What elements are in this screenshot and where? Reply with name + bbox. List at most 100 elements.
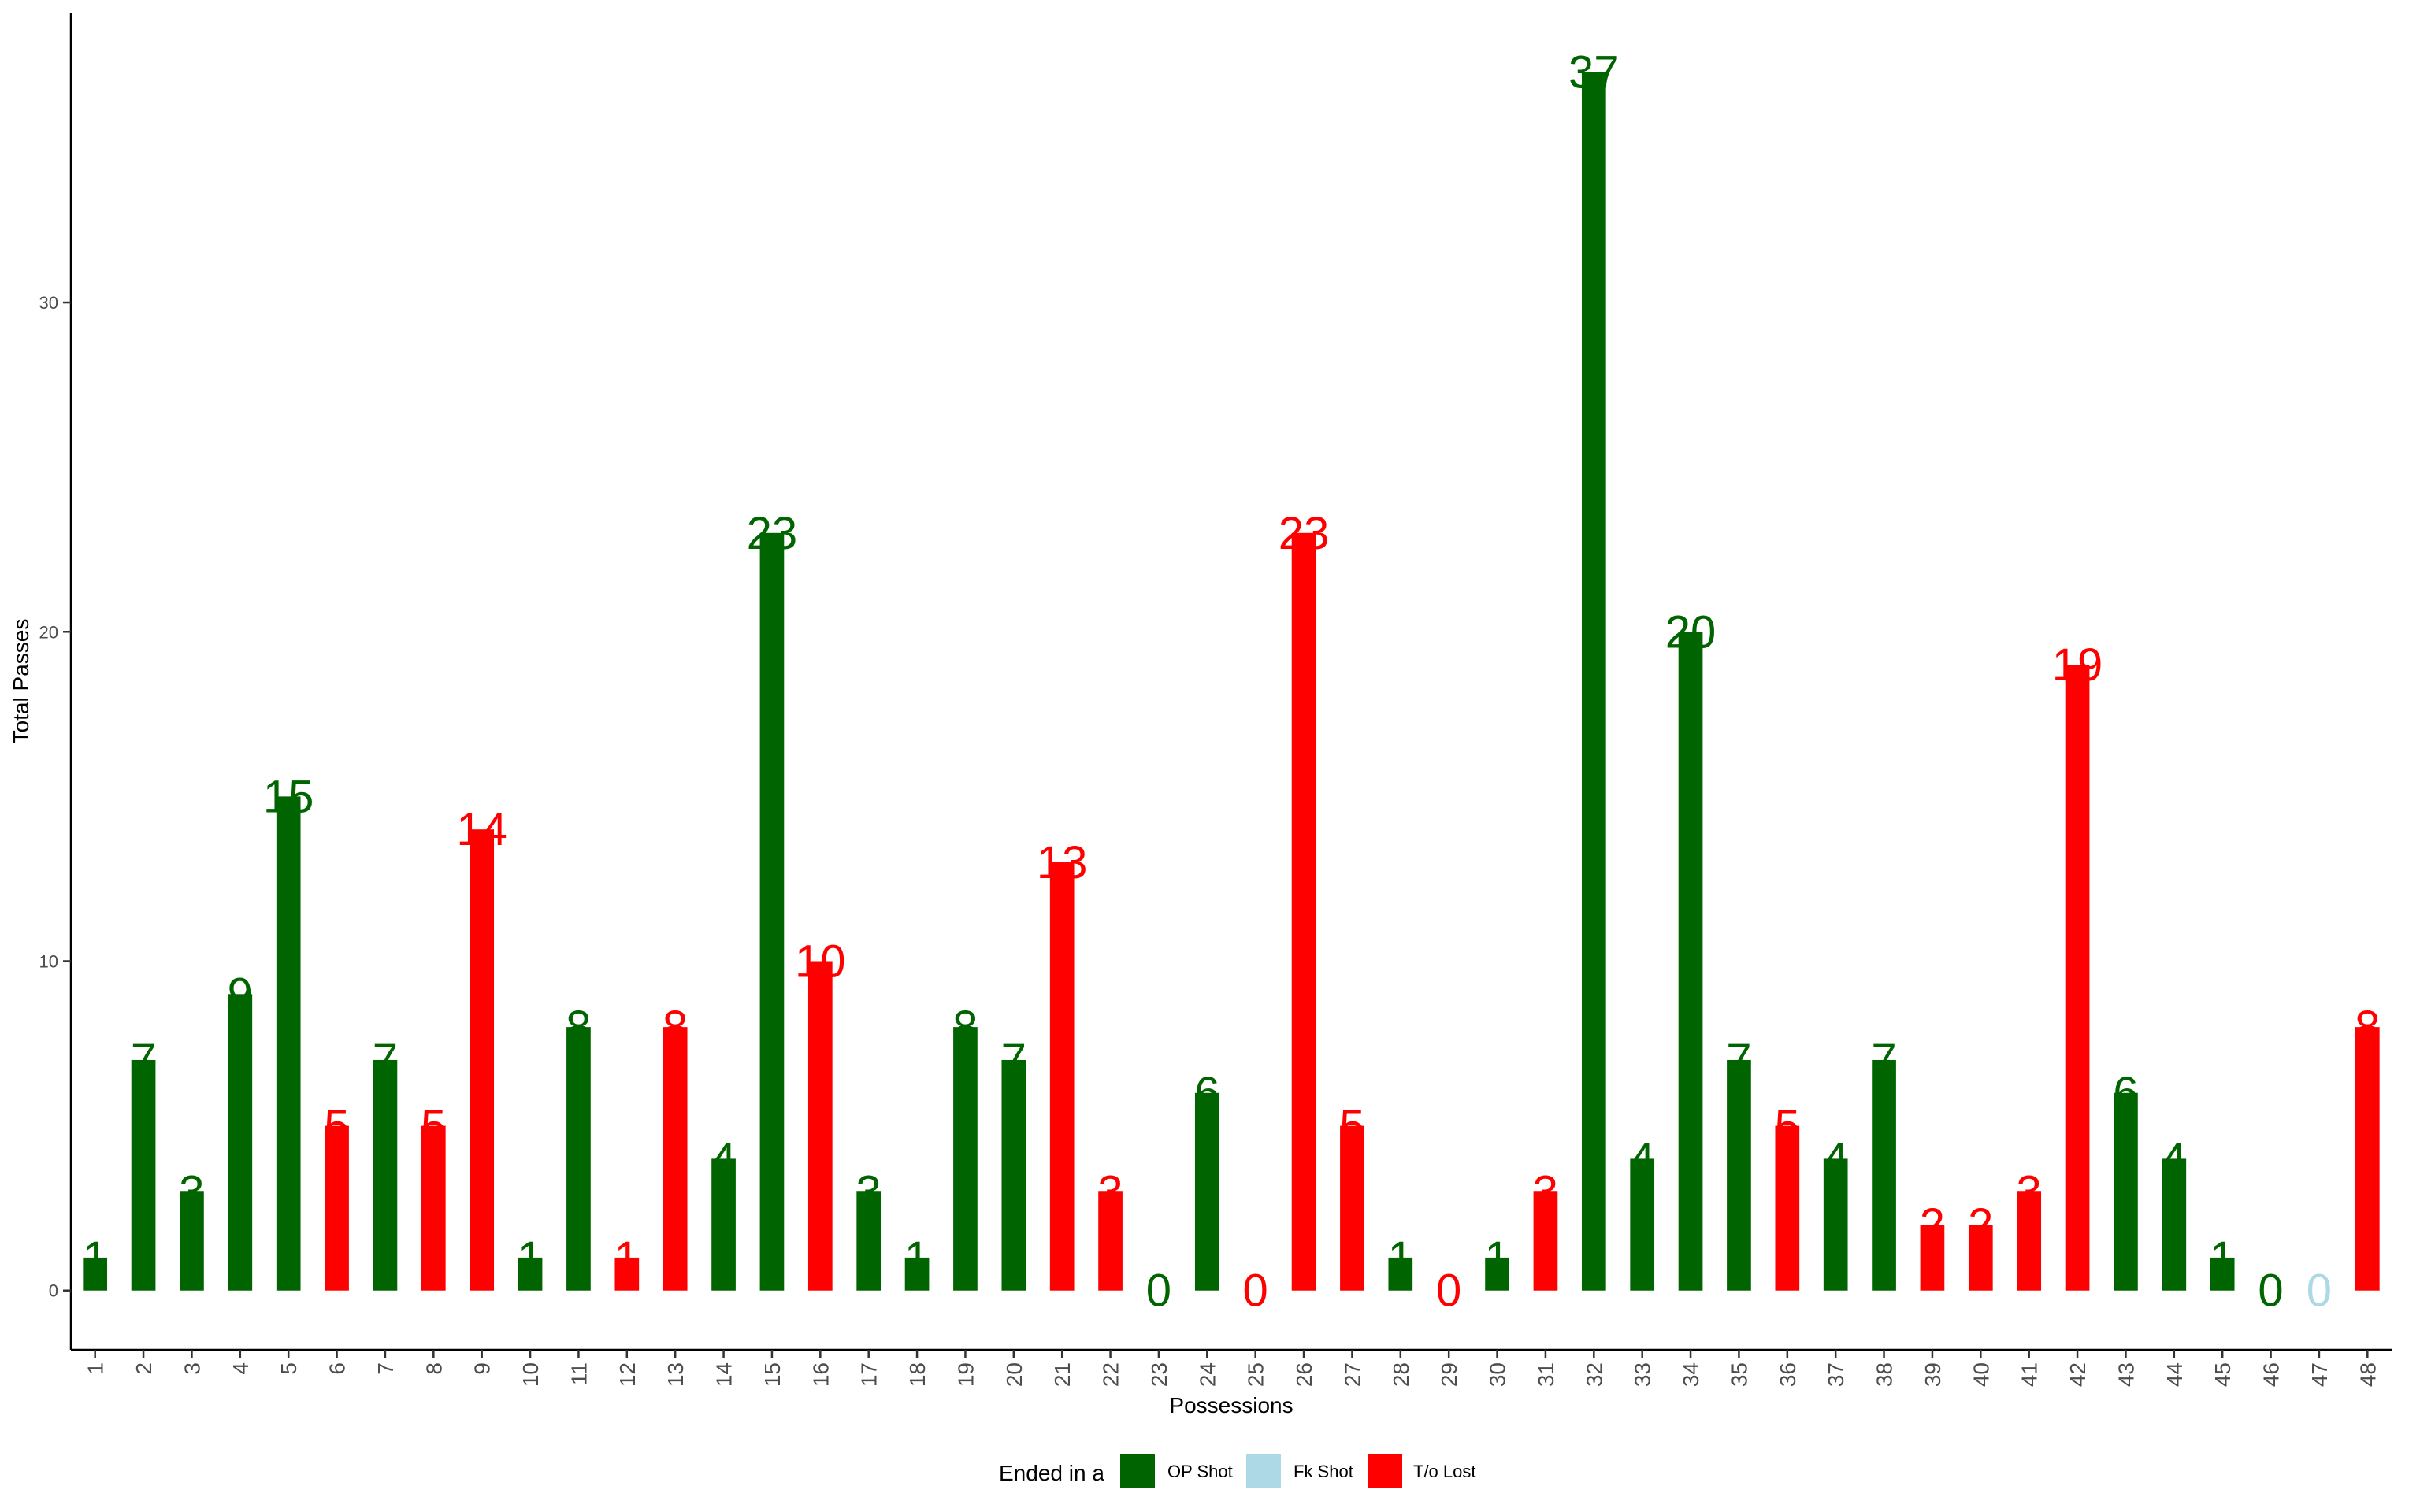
legend-label-op: OP Shot <box>1167 1462 1233 1481</box>
x-tick-label: 15 <box>760 1362 785 1387</box>
bar <box>614 1257 640 1291</box>
data-label: 5 <box>421 1101 446 1152</box>
bar <box>2114 1092 2138 1291</box>
data-label: 0 <box>2258 1266 2283 1317</box>
bar <box>470 829 495 1291</box>
bar <box>1727 1059 1751 1291</box>
bar <box>1678 632 1703 1291</box>
data-label: 19 <box>2052 639 2103 691</box>
data-label: 37 <box>1568 46 1620 98</box>
x-tick-label: 47 <box>2307 1362 2332 1387</box>
x-tick-label: 45 <box>2210 1362 2235 1387</box>
data-label: 6 <box>1194 1068 1219 1119</box>
x-tick-label: 6 <box>325 1362 350 1375</box>
x-tick-label: 2 <box>132 1362 156 1375</box>
x-tick-label: 28 <box>1389 1362 1413 1387</box>
axes-layer <box>69 13 2392 1351</box>
data-label: 15 <box>263 771 314 822</box>
x-tick-label: 26 <box>1292 1362 1316 1387</box>
bar <box>1920 1225 1945 1291</box>
bar <box>2065 665 2090 1291</box>
bars-layer <box>83 72 2380 1291</box>
data-label: 0 <box>1436 1266 1461 1317</box>
x-tick-label: 41 <box>2017 1362 2042 1387</box>
data-label: 13 <box>1037 837 1088 888</box>
data-label: 7 <box>1871 1035 1896 1086</box>
data-label: 2 <box>1920 1199 1945 1251</box>
x-tick-label: 29 <box>1437 1362 1461 1387</box>
data-label: 5 <box>1775 1101 1800 1152</box>
bar <box>1001 1059 1026 1291</box>
x-tick-label: 22 <box>1099 1362 1123 1387</box>
bar <box>180 1191 204 1291</box>
x-tick-label: 11 <box>566 1362 591 1385</box>
bar <box>325 1125 349 1291</box>
data-labels-layer: 1739155751418184231031871330602351013374… <box>83 46 2381 1316</box>
bar <box>228 994 253 1291</box>
x-tick-label: 10 <box>518 1362 543 1387</box>
bar <box>1194 1092 1219 1291</box>
x-tick-label: 37 <box>1824 1362 1848 1387</box>
bar <box>131 1059 156 1291</box>
bar <box>711 1158 736 1291</box>
data-label: 8 <box>952 1002 978 1053</box>
bar <box>2162 1158 2187 1291</box>
x-tick-label: 5 <box>277 1362 301 1375</box>
y-tick-label: 10 <box>39 951 58 971</box>
data-label: 9 <box>228 969 253 1020</box>
data-label: 5 <box>324 1101 349 1152</box>
x-tick-label: 18 <box>905 1362 930 1387</box>
data-label: 20 <box>1665 606 1717 658</box>
x-tick-label: 46 <box>2259 1362 2284 1387</box>
y-tick-label: 0 <box>49 1281 58 1301</box>
bar <box>373 1059 398 1291</box>
data-label: 6 <box>2113 1068 2138 1119</box>
y-axis-title: Total Passes <box>9 619 33 744</box>
x-tick-label: 7 <box>373 1362 398 1375</box>
data-label: 2 <box>1968 1199 1993 1251</box>
data-label: 8 <box>2355 1002 2380 1053</box>
data-label: 7 <box>373 1035 398 1086</box>
legend-label-to: T/o Lost <box>1413 1462 1475 1481</box>
bar <box>1340 1125 1364 1291</box>
bar <box>1775 1125 1800 1291</box>
x-tick-label: 4 <box>228 1362 253 1375</box>
bar <box>1533 1191 1558 1291</box>
x-tick-label: 21 <box>1050 1362 1075 1387</box>
data-label: 1 <box>904 1232 930 1284</box>
x-tick-label: 19 <box>953 1362 978 1387</box>
data-label: 1 <box>1484 1232 1509 1284</box>
data-label: 1 <box>2210 1232 2235 1284</box>
bar <box>1049 862 1075 1291</box>
x-tick-label: 34 <box>1679 1362 1703 1387</box>
x-tick-label: 33 <box>1631 1362 1655 1387</box>
data-label: 14 <box>456 804 507 855</box>
x-tick-label: 24 <box>1195 1362 1219 1387</box>
x-tick-label: 20 <box>1002 1362 1026 1387</box>
bar <box>1291 532 1316 1291</box>
bar <box>1968 1225 1993 1291</box>
data-label: 3 <box>1097 1166 1123 1217</box>
x-tick-label: 43 <box>2114 1362 2138 1387</box>
data-label: 3 <box>2017 1166 2042 1217</box>
data-label: 4 <box>1823 1133 1848 1184</box>
x-tick-label: 39 <box>1921 1362 1945 1387</box>
x-tick-label: 44 <box>2162 1362 2187 1387</box>
x-axis-title: Possessions <box>1169 1393 1293 1418</box>
legend: Ended in a OP Shot Fk Shot T/o Lost <box>999 1454 1475 1488</box>
x-tick-label: 38 <box>1873 1362 1897 1387</box>
bar <box>1630 1158 1655 1291</box>
legend-key-op <box>1120 1454 1155 1488</box>
data-label: 23 <box>1279 508 1330 559</box>
bar <box>566 1027 591 1291</box>
data-label: 0 <box>2307 1266 2332 1317</box>
bar <box>276 796 301 1291</box>
bar <box>518 1257 543 1291</box>
bar <box>953 1027 978 1291</box>
y-ticks-layer: 0 10 20 30 <box>39 293 71 1301</box>
x-tick-label: 3 <box>180 1362 204 1375</box>
bar <box>856 1191 882 1291</box>
x-tick-label: 30 <box>1486 1362 1510 1387</box>
